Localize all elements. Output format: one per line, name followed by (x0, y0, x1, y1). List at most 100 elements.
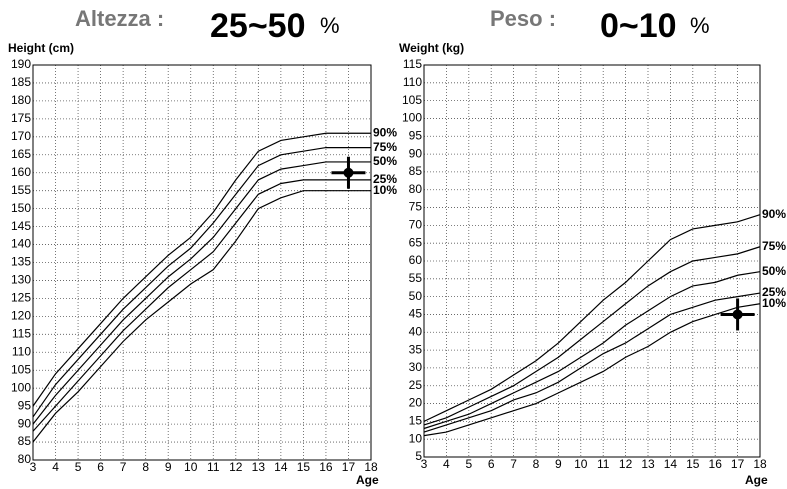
y-tick-label: 65 (409, 235, 423, 249)
percentile-curve (32, 179, 371, 432)
percentile-curve (423, 271, 761, 430)
percentile-curve (32, 161, 371, 425)
percentile-unit: % (690, 13, 710, 38)
y-tick-label: 170 (11, 129, 31, 143)
y-tick-label: 105 (402, 93, 422, 107)
x-tick-label: 7 (120, 460, 127, 474)
x-tick-label: 14 (664, 457, 678, 471)
header-label: Peso : (490, 6, 556, 31)
curve-label: 25% (373, 172, 397, 186)
y-tick-label: 140 (11, 237, 31, 251)
percentile-curve (32, 146, 371, 418)
y-tick-label: 145 (11, 219, 31, 233)
x-tick-label: 6 (97, 460, 104, 474)
x-tick-label: 12 (229, 460, 243, 474)
y-tick-label: 110 (12, 344, 31, 358)
percentile-curve (423, 246, 761, 426)
y-tick-label: 30 (409, 360, 423, 374)
x-tick-label: 3 (421, 457, 428, 471)
x-tick-label: 3 (30, 460, 37, 474)
header-label: Altezza : (75, 6, 164, 31)
y-tick-label: 180 (11, 93, 31, 107)
x-tick-label: 16 (709, 457, 723, 471)
percentile-value: 25~50 (210, 7, 306, 45)
x-tick-label: 5 (75, 460, 82, 474)
y-tick-label: 155 (11, 183, 31, 197)
curve-label: 75% (762, 239, 786, 253)
x-axis-label: Age (356, 473, 379, 487)
y-tick-label: 5 (415, 449, 422, 463)
y-tick-label: 190 (11, 57, 31, 71)
x-tick-label: 10 (574, 457, 588, 471)
curve-label: 25% (762, 285, 786, 299)
y-tick-label: 175 (11, 111, 31, 125)
y-tick-label: 80 (18, 452, 32, 466)
curve-label: 50% (373, 154, 397, 168)
curve-label: 10% (373, 183, 397, 197)
y-tick-label: 130 (11, 273, 31, 287)
percentile-value: 0~10 (600, 7, 677, 45)
x-tick-label: 13 (252, 460, 266, 474)
percentile-curve (32, 190, 371, 443)
x-tick-label: 11 (597, 457, 610, 471)
percentile-curve (32, 132, 371, 407)
x-tick-label: 15 (686, 457, 700, 471)
y-tick-label: 20 (409, 396, 423, 410)
percentile-curve (423, 292, 761, 433)
x-tick-label: 18 (364, 460, 378, 474)
x-tick-label: 17 (731, 457, 745, 471)
y-tick-label: 85 (18, 434, 32, 448)
y-tick-label: 90 (409, 146, 423, 160)
x-tick-label: 6 (488, 457, 495, 471)
y-tick-label: 75 (409, 200, 423, 214)
y-tick-label: 95 (409, 128, 423, 142)
measurement-marker (720, 298, 755, 331)
x-tick-label: 5 (465, 457, 472, 471)
x-axis-label: Age (745, 473, 768, 487)
curve-label: 10% (762, 296, 786, 310)
x-tick-label: 7 (510, 457, 517, 471)
y-tick-label: 70 (409, 218, 423, 232)
x-tick-label: 9 (165, 460, 172, 474)
y-tick-label: 45 (409, 307, 423, 321)
y-tick-label: 100 (402, 111, 422, 125)
curve-label: 90% (373, 125, 397, 139)
y-tick-label: 150 (11, 201, 31, 215)
x-tick-label: 17 (342, 460, 356, 474)
curve-label: 75% (373, 140, 397, 154)
y-tick-label: 10 (409, 431, 423, 445)
x-tick-label: 8 (142, 460, 149, 474)
curve-label: 50% (762, 264, 786, 278)
y-tick-label: 90 (18, 416, 32, 430)
y-tick-label: 60 (409, 253, 423, 267)
y-tick-label: 125 (11, 291, 31, 305)
y-tick-label: 185 (11, 75, 31, 89)
x-tick-label: 8 (533, 457, 540, 471)
y-tick-label: 25 (409, 378, 423, 392)
x-tick-label: 9 (555, 457, 562, 471)
y-tick-label: 100 (11, 380, 31, 394)
y-tick-label: 55 (409, 271, 423, 285)
marker-dot (343, 167, 354, 178)
y-tick-label: 160 (11, 165, 31, 179)
x-tick-label: 18 (753, 457, 767, 471)
y-axis-label: Height (cm) (8, 41, 74, 55)
x-tick-label: 13 (641, 457, 655, 471)
x-tick-label: 4 (52, 460, 59, 474)
percentile-curve (423, 303, 761, 437)
y-tick-label: 95 (18, 398, 32, 412)
percentile-curve (423, 214, 761, 422)
curve-label: 90% (762, 207, 786, 221)
y-tick-label: 120 (11, 309, 31, 323)
y-tick-label: 80 (409, 182, 423, 196)
y-tick-label: 115 (12, 326, 31, 340)
y-tick-label: 105 (11, 362, 31, 376)
y-tick-label: 110 (403, 75, 422, 89)
x-tick-label: 10 (184, 460, 198, 474)
x-tick-label: 4 (443, 457, 450, 471)
plot-frame (32, 64, 372, 461)
y-tick-label: 40 (409, 324, 423, 338)
x-tick-label: 11 (207, 460, 220, 474)
y-tick-label: 135 (11, 255, 31, 269)
